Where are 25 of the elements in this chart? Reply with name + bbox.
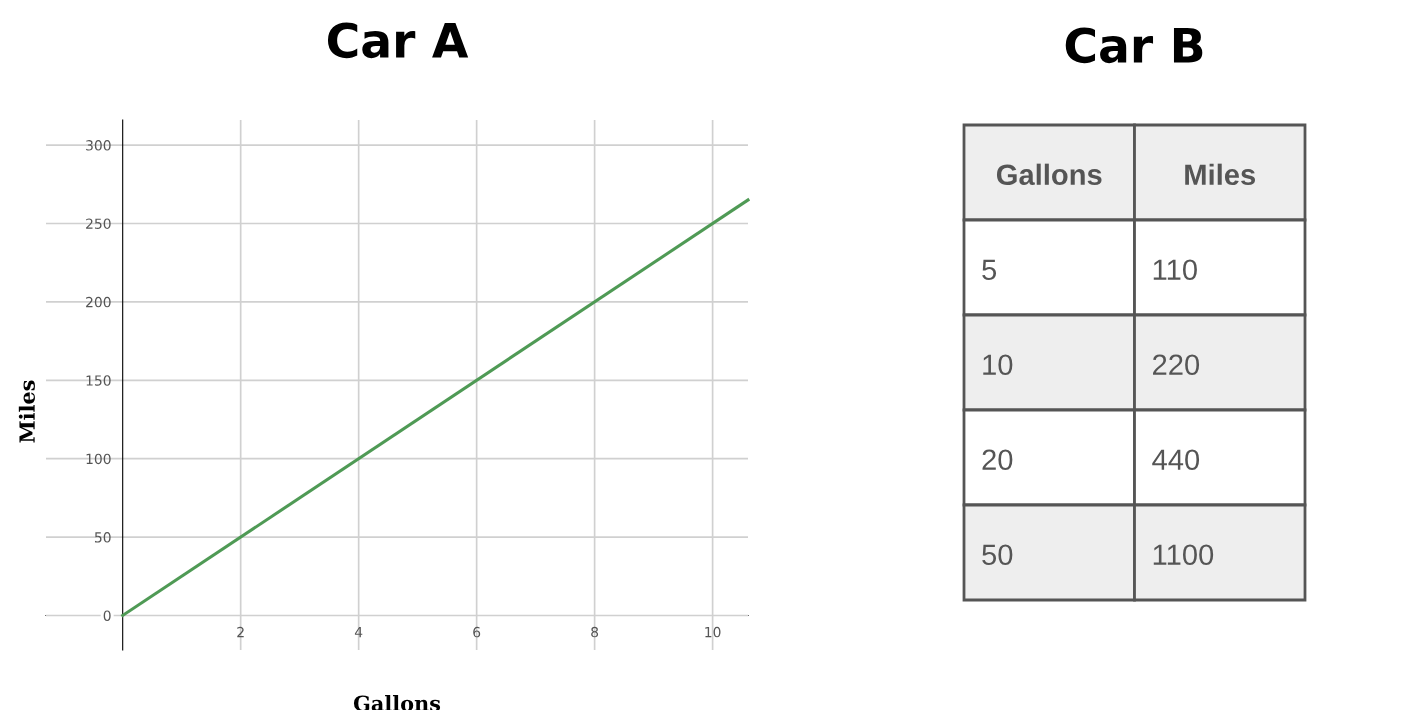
text: Car B	[1065, 27, 1203, 64]
data-label: 220	[1153, 354, 1200, 376]
x-tick-label: 10	[705, 626, 721, 638]
y-axis-title: Miles	[18, 380, 35, 443]
text: Gallons	[996, 163, 1102, 186]
x-tick-label: 4	[354, 627, 363, 638]
data-label: 1100	[1153, 544, 1214, 566]
data-label: 440	[1152, 449, 1200, 471]
y-tick-label: 300	[86, 140, 111, 151]
y-tick-label: 50	[94, 532, 111, 543]
text: Miles	[1185, 163, 1256, 186]
x-tick-label: 8	[591, 626, 599, 638]
y-tick-label: 100	[86, 453, 111, 465]
x-tick-label: 2	[237, 626, 244, 638]
y-tick-label: 0	[103, 610, 111, 621]
category-label: 5	[982, 259, 997, 281]
category-label: 50	[982, 544, 1013, 566]
data-label: 110	[1153, 259, 1197, 281]
y-tick-label: 200	[86, 296, 111, 308]
category-label: 10	[983, 354, 1013, 376]
x-tick-label: 6	[473, 626, 481, 638]
chart-title: Car A	[327, 22, 469, 59]
y-tick-label: 150	[86, 375, 111, 386]
y-tick-label: 250	[86, 218, 111, 229]
category-label: 20	[982, 449, 1013, 471]
